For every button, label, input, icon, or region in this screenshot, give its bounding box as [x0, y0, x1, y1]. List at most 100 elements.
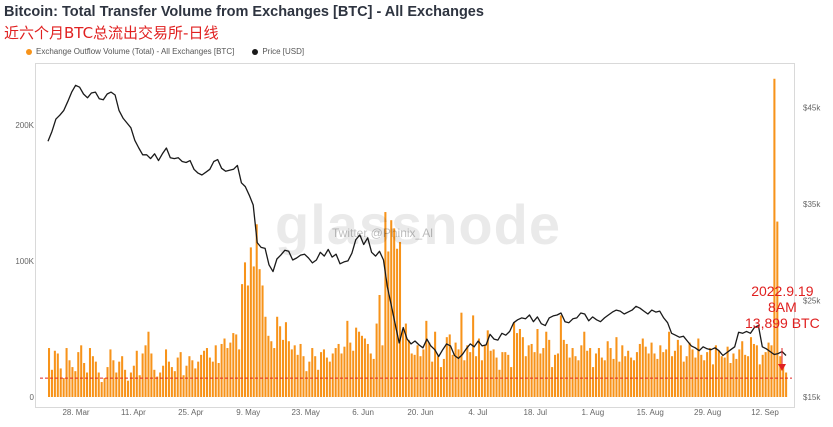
volume-bar — [782, 367, 785, 397]
volume-bar — [767, 342, 770, 397]
volume-bar — [732, 353, 735, 397]
price-line — [47, 84, 787, 360]
volume-bar — [264, 316, 267, 397]
volume-bar — [337, 343, 340, 397]
x-tick-label: 23. May — [291, 408, 319, 417]
volume-bar — [489, 350, 492, 397]
volume-bar — [673, 350, 676, 397]
right-tick-label: $45k — [803, 104, 821, 113]
volume-bar — [422, 349, 425, 397]
volume-bar — [372, 358, 375, 397]
volume-bar — [74, 371, 77, 397]
volume-bar — [764, 352, 767, 397]
volume-bar — [211, 361, 214, 397]
volume-bar — [685, 356, 688, 397]
volume-bar — [507, 354, 510, 397]
volume-bar — [647, 353, 650, 397]
volume-bar — [68, 360, 71, 397]
volume-bar — [352, 350, 355, 397]
volume-bar — [413, 354, 416, 397]
volume-bar — [603, 360, 606, 397]
volume-bar — [741, 341, 744, 397]
volume-bar — [293, 345, 296, 397]
twitter-tag: Twitter @Phinix_Al — [332, 226, 433, 240]
volume-bar — [308, 361, 311, 397]
volume-bar — [410, 353, 413, 397]
volume-bar — [109, 349, 112, 397]
x-tick-label: 15. Aug — [637, 408, 664, 417]
volume-bar — [249, 247, 252, 397]
volume-bar — [592, 367, 595, 397]
volume-bar — [185, 365, 188, 397]
volume-bar — [454, 342, 457, 397]
x-tick-label: 20. Jun — [407, 408, 433, 417]
volume-bar — [439, 367, 442, 397]
volume-bar — [554, 354, 557, 397]
volume-bar — [559, 315, 562, 397]
volume-bar — [88, 348, 91, 397]
volume-bar — [279, 326, 282, 397]
volume-bar — [197, 361, 200, 397]
volume-bar — [568, 357, 571, 397]
volume-bar — [343, 346, 346, 397]
volume-bar — [71, 367, 74, 397]
volume-bar — [118, 361, 121, 397]
price-series — [47, 84, 787, 360]
volume-bar — [302, 356, 305, 397]
volume-bar — [530, 343, 533, 397]
volume-bar — [714, 345, 717, 397]
volume-bar — [703, 360, 706, 397]
volume-bar — [562, 339, 565, 397]
volume-bar — [574, 356, 577, 397]
volume-bar — [706, 352, 709, 397]
volume-bar — [317, 369, 320, 397]
volume-bar — [709, 348, 712, 397]
x-tick-label: 28. Mar — [62, 408, 89, 417]
volume-bar — [589, 348, 592, 397]
volume-bar — [729, 363, 732, 397]
volume-bar — [533, 352, 536, 397]
volume-bar — [758, 364, 761, 397]
volume-bar — [600, 357, 603, 397]
volume-bar — [744, 354, 747, 397]
chart-title: Bitcoin: Total Transfer Volume from Exch… — [4, 4, 484, 20]
volume-bar — [618, 361, 621, 397]
volume-bar — [738, 349, 741, 397]
volume-bar — [156, 376, 159, 397]
chart-subtitle: 近六个月BTC总流出交易所-日线 — [4, 24, 219, 42]
volume-bar — [632, 360, 636, 397]
volume-bar — [770, 345, 773, 397]
volume-bar — [115, 372, 118, 397]
volume-bar — [504, 352, 507, 397]
volume-bar — [396, 248, 399, 397]
volume-bar — [48, 348, 51, 397]
left-tick-label: 200K — [15, 121, 34, 130]
volume-bar — [527, 345, 530, 397]
volume-bar — [112, 360, 115, 397]
volume-bar — [583, 331, 586, 397]
volume-bar — [749, 337, 753, 397]
legend-item-volume[interactable]: Exchange Outflow Volume (Total) - All Ex… — [26, 47, 234, 56]
volume-bar — [194, 368, 197, 397]
annotation-arrow-head — [778, 364, 786, 371]
volume-bar — [425, 320, 428, 397]
volume-bar — [551, 367, 554, 397]
volume-bar — [80, 345, 83, 397]
volume-bar — [299, 343, 302, 397]
volume-bar — [501, 352, 504, 397]
left-axis-ticks: 0 100K 200K — [15, 121, 34, 402]
legend-item-price[interactable]: Price [USD] — [252, 47, 304, 56]
volume-bar — [609, 348, 612, 397]
x-axis-ticks: 28. Mar 11. Apr 25. Apr 9. May 23. May 6. Jun… — [62, 408, 779, 417]
volume-bar — [723, 357, 726, 397]
volume-bar — [267, 335, 270, 397]
reference-line-group — [40, 348, 792, 379]
volume-bar — [387, 251, 390, 397]
volume-bar — [659, 345, 662, 397]
right-tick-label: $35k — [803, 200, 821, 209]
volume-bar — [630, 357, 633, 397]
volume-bar — [314, 356, 317, 397]
volume-bar — [220, 343, 223, 397]
volume-bar — [539, 353, 542, 397]
volume-bar — [483, 345, 486, 397]
